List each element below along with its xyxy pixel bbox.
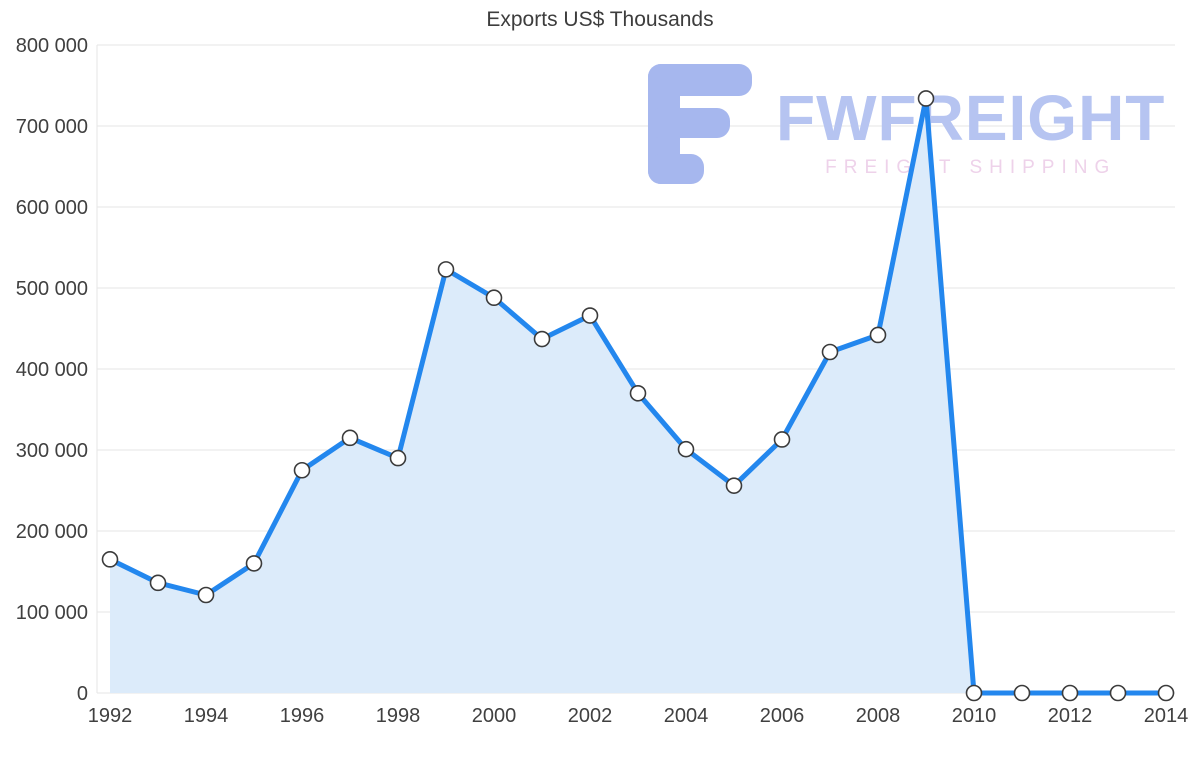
data-point-marker[interactable] bbox=[1109, 684, 1127, 702]
x-axis-label: 2000 bbox=[472, 705, 517, 727]
data-point-marker[interactable] bbox=[245, 555, 263, 572]
y-axis-label: 300 000 bbox=[16, 440, 88, 462]
data-point-marker[interactable] bbox=[1157, 684, 1175, 702]
watermark: FWFREIGHT FREIGHT SHIPPING bbox=[648, 64, 1165, 184]
data-point-marker[interactable] bbox=[293, 461, 311, 479]
data-point-marker[interactable] bbox=[869, 326, 887, 344]
data-point-marker[interactable] bbox=[149, 574, 167, 592]
watermark-text: FWFREIGHT FREIGHT SHIPPING bbox=[776, 64, 1165, 179]
x-axis-label: 1994 bbox=[184, 705, 229, 727]
brand-tagline: FREIGHT SHIPPING bbox=[825, 157, 1117, 178]
x-axis-label: 2012 bbox=[1048, 705, 1093, 727]
y-axis-label: 600 000 bbox=[16, 197, 88, 219]
y-axis-label: 200 000 bbox=[16, 521, 88, 543]
data-point-marker[interactable] bbox=[1061, 684, 1079, 702]
x-axis-label: 1996 bbox=[280, 705, 325, 727]
x-axis-label: 2004 bbox=[664, 705, 709, 727]
y-axis-label: 0 bbox=[77, 683, 88, 705]
x-axis-label: 2010 bbox=[952, 705, 997, 727]
y-axis-label: 700 000 bbox=[16, 116, 88, 138]
data-point-marker[interactable] bbox=[533, 330, 551, 348]
y-axis-label: 100 000 bbox=[16, 602, 88, 624]
x-axis-label: 2006 bbox=[760, 705, 805, 727]
data-point-marker[interactable] bbox=[1013, 684, 1031, 702]
data-point-marker[interactable] bbox=[581, 307, 599, 324]
data-point-marker[interactable] bbox=[725, 477, 743, 494]
data-point-marker[interactable] bbox=[341, 429, 359, 447]
x-axis-label: 2002 bbox=[568, 705, 613, 727]
y-axis-label: 800 000 bbox=[16, 35, 88, 57]
y-axis-label: 500 000 bbox=[16, 278, 88, 300]
data-point-marker[interactable] bbox=[197, 586, 215, 604]
brand-name: FWFREIGHT bbox=[776, 82, 1166, 154]
data-point-marker[interactable] bbox=[437, 261, 455, 278]
data-point-marker[interactable] bbox=[389, 449, 407, 467]
data-point-marker[interactable] bbox=[629, 384, 647, 402]
data-point-marker[interactable] bbox=[485, 289, 503, 307]
x-axis-label: 2008 bbox=[856, 705, 901, 727]
fwfreight-logo-icon bbox=[648, 64, 752, 184]
data-point-marker[interactable] bbox=[677, 440, 695, 458]
data-point-marker[interactable] bbox=[101, 551, 119, 568]
data-point-marker[interactable] bbox=[821, 343, 839, 361]
x-axis-label: 1998 bbox=[376, 705, 421, 727]
data-point-marker[interactable] bbox=[917, 90, 935, 107]
x-axis-label: 2014 bbox=[1144, 705, 1189, 727]
data-point-marker[interactable] bbox=[773, 431, 791, 448]
data-point-marker[interactable] bbox=[965, 684, 983, 702]
x-axis-label: 1992 bbox=[88, 705, 133, 727]
chart-title: Exports US$ Thousands bbox=[486, 8, 714, 31]
y-axis-label: 400 000 bbox=[16, 359, 88, 381]
